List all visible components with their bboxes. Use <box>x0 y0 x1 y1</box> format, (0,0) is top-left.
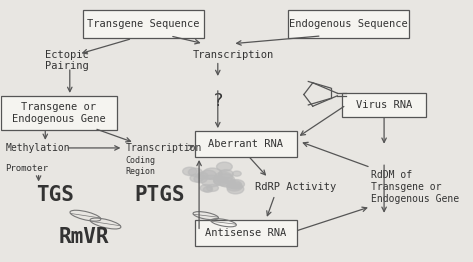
Text: Aberrant RNA: Aberrant RNA <box>209 139 283 149</box>
Circle shape <box>190 174 203 182</box>
Circle shape <box>227 181 242 189</box>
Text: Transgene Sequence: Transgene Sequence <box>87 19 200 29</box>
Text: Endogenous Sequence: Endogenous Sequence <box>289 19 408 29</box>
Text: TGS: TGS <box>36 185 74 205</box>
Circle shape <box>207 184 219 192</box>
Circle shape <box>217 162 232 171</box>
Circle shape <box>203 168 222 179</box>
Text: Virus RNA: Virus RNA <box>356 100 412 110</box>
Circle shape <box>197 172 208 179</box>
FancyBboxPatch shape <box>194 131 297 157</box>
Text: Transgene or
Endogenous Gene: Transgene or Endogenous Gene <box>12 102 105 124</box>
Circle shape <box>214 177 228 185</box>
Text: RdRP Activity: RdRP Activity <box>255 182 336 192</box>
Text: Methylation: Methylation <box>5 143 70 153</box>
Text: Promoter: Promoter <box>5 164 48 173</box>
Circle shape <box>227 182 242 191</box>
Circle shape <box>227 184 244 194</box>
Text: Coding
Region: Coding Region <box>125 156 156 176</box>
Text: ?: ? <box>212 92 223 110</box>
Circle shape <box>219 178 235 187</box>
Circle shape <box>228 180 245 189</box>
Circle shape <box>232 171 241 176</box>
Circle shape <box>183 167 197 176</box>
Circle shape <box>188 168 202 176</box>
Circle shape <box>201 170 216 179</box>
Circle shape <box>201 175 221 187</box>
Circle shape <box>215 172 233 183</box>
Text: PTGS: PTGS <box>134 185 185 205</box>
FancyBboxPatch shape <box>342 93 427 117</box>
FancyBboxPatch shape <box>83 10 203 39</box>
FancyBboxPatch shape <box>194 220 297 246</box>
Circle shape <box>203 187 212 192</box>
Circle shape <box>219 170 233 178</box>
Circle shape <box>214 174 235 186</box>
Text: Ectopic
Pairing: Ectopic Pairing <box>45 50 89 72</box>
Text: Antisense RNA: Antisense RNA <box>205 228 287 238</box>
Text: RmVR: RmVR <box>59 227 109 247</box>
Circle shape <box>200 184 212 192</box>
Text: Transcription: Transcription <box>125 143 202 153</box>
FancyBboxPatch shape <box>0 96 117 130</box>
Circle shape <box>194 175 207 183</box>
FancyBboxPatch shape <box>288 10 409 39</box>
Text: Transcription: Transcription <box>193 50 274 61</box>
Text: RdDM of
Transgene or
Endogenous Gene: RdDM of Transgene or Endogenous Gene <box>371 171 459 204</box>
